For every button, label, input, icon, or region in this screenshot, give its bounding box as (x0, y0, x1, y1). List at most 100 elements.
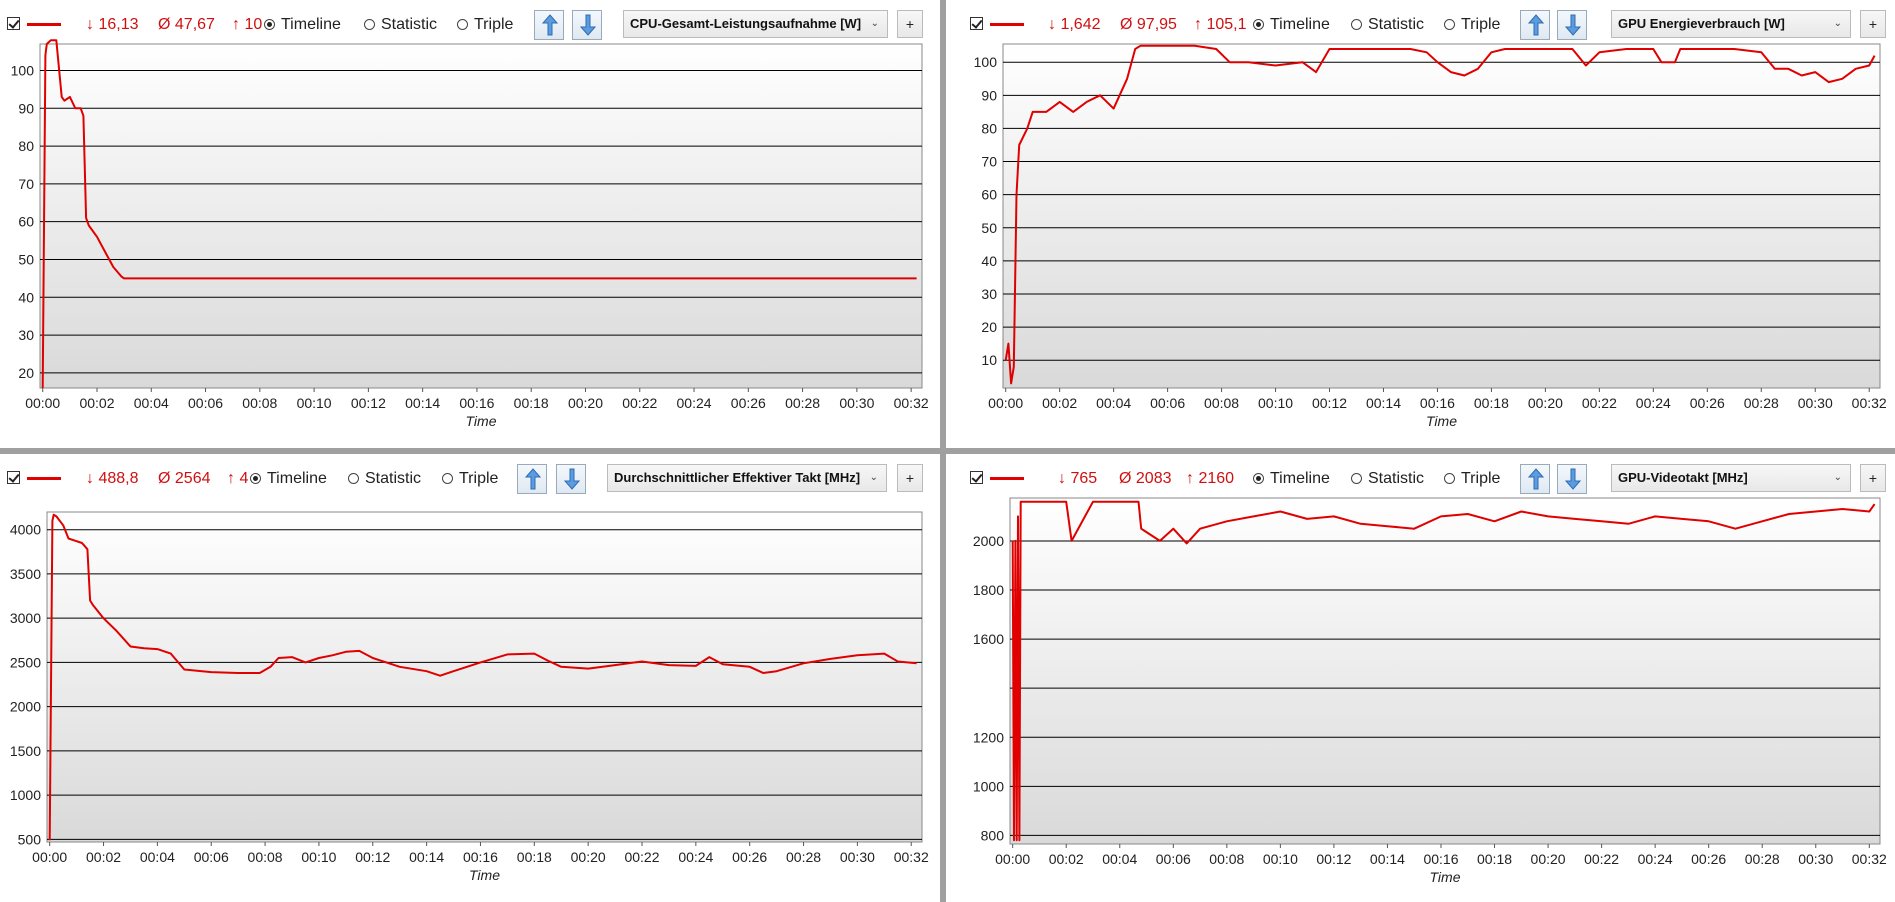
x-tick-label: 00:14 (1366, 395, 1401, 411)
mode-statistic-radio[interactable]: Statistic (348, 468, 421, 490)
sensor-dropdown[interactable]: GPU Energieverbrauch [W] ⌄ (1611, 10, 1851, 38)
checkbox-checked-icon[interactable] (7, 471, 20, 484)
chevron-down-icon: ⌄ (870, 18, 879, 29)
panel-gpu-videoclock: ↓ 765 Ø 2083 ↑ 2160 Timeline Statistic T… (946, 454, 1895, 902)
y-tick-label: 90 (18, 100, 34, 116)
x-tick-label: 00:24 (1636, 395, 1671, 411)
x-tick-label: 00:20 (568, 395, 603, 411)
mode-statistic-radio[interactable]: Statistic (1351, 468, 1424, 490)
sensor-dropdown-value: Durchschnittlicher Effektiver Takt [MHz] (614, 470, 861, 485)
x-tick-label: 00:28 (786, 849, 821, 865)
add-button[interactable]: + (1860, 464, 1886, 492)
arrow-down-icon (1564, 14, 1582, 36)
x-tick-label: 00:06 (1150, 395, 1185, 411)
sensor-dropdown-value: GPU-Videotakt [MHz] (1618, 470, 1748, 485)
x-tick-label: 00:26 (731, 395, 766, 411)
mode-triple-radio[interactable]: Triple (1444, 14, 1500, 36)
move-up-button[interactable] (517, 464, 547, 494)
x-tick-label: 00:10 (1258, 395, 1293, 411)
series-color-swatch (990, 23, 1024, 26)
y-tick-label: 30 (981, 286, 997, 302)
x-tick-label: 00:30 (1798, 851, 1833, 867)
mode-timeline-radio[interactable]: Timeline (1253, 468, 1330, 490)
radio-icon (442, 473, 453, 484)
mode-triple-radio[interactable]: Triple (442, 468, 498, 490)
move-down-button[interactable] (1557, 464, 1587, 494)
move-up-button[interactable] (1520, 10, 1550, 40)
y-tick-label: 40 (18, 289, 34, 305)
x-tick-label: 00:32 (1852, 395, 1887, 411)
stat-avg: Ø 2083 (1119, 470, 1172, 487)
x-tick-label: 00:26 (732, 849, 767, 865)
chevron-down-icon: ⌄ (1833, 18, 1842, 29)
radio-icon (348, 473, 359, 484)
sensor-dropdown[interactable]: CPU-Gesamt-Leistungsaufnahme [W] ⌄ (623, 10, 888, 38)
x-tick-label: 00:24 (677, 395, 712, 411)
x-tick-label: 00:20 (571, 849, 606, 865)
x-tick-label: 00:06 (188, 395, 223, 411)
x-axis-label: Time (1430, 869, 1461, 885)
y-tick-label: 80 (981, 120, 997, 136)
x-tick-label: 00:22 (1584, 851, 1619, 867)
x-tick-label: 00:26 (1691, 851, 1726, 867)
series-color-swatch (990, 477, 1024, 480)
x-tick-label: 00:22 (1582, 395, 1617, 411)
x-tick-label: 00:28 (1744, 395, 1779, 411)
x-tick-label: 00:02 (86, 849, 121, 865)
add-button[interactable]: + (897, 464, 923, 492)
y-tick-label: 1600 (973, 631, 1004, 647)
stat-min: ↓ 765 (1058, 470, 1098, 487)
sensor-dropdown[interactable]: GPU-Videotakt [MHz] ⌄ (1611, 464, 1851, 492)
x-tick-label: 00:14 (405, 395, 440, 411)
y-tick-label: 3000 (10, 610, 41, 626)
x-tick-label: 00:10 (297, 395, 332, 411)
x-tick-label: 00:02 (79, 395, 114, 411)
y-tick-label: 1200 (973, 729, 1004, 745)
series-color-swatch (27, 23, 61, 26)
checkbox-checked-icon[interactable] (970, 17, 983, 30)
mode-statistic-label: Statistic (365, 470, 422, 487)
sensor-dropdown[interactable]: Durchschnittlicher Effektiver Takt [MHz]… (607, 464, 887, 492)
x-tick-label: 00:18 (514, 395, 549, 411)
move-down-button[interactable] (1557, 10, 1587, 40)
plot-area (1009, 497, 1881, 845)
checkbox-checked-icon[interactable] (7, 17, 20, 30)
x-tick-label: 00:00 (995, 851, 1030, 867)
series-line (1011, 500, 1876, 842)
stat-max: ↑ 105,1 (1194, 16, 1247, 33)
move-up-button[interactable] (1520, 464, 1550, 494)
move-down-button[interactable] (556, 464, 586, 494)
mode-statistic-radio[interactable]: Statistic (1351, 14, 1424, 36)
mode-timeline-radio[interactable]: Timeline (1253, 14, 1330, 36)
x-tick-label: 00:16 (1420, 395, 1455, 411)
x-tick-label: 00:08 (1209, 851, 1244, 867)
y-tick-label: 100 (11, 62, 35, 78)
add-button[interactable]: + (1860, 10, 1886, 38)
y-tick-label: 1000 (10, 787, 41, 803)
sensor-dropdown-value: CPU-Gesamt-Leistungsaufnahme [W] (630, 16, 862, 31)
mode-statistic-radio[interactable]: Statistic (364, 14, 437, 36)
y-tick-label: 70 (981, 154, 997, 170)
horizontal-divider[interactable] (0, 448, 1895, 454)
mode-timeline-radio[interactable]: Timeline (264, 14, 341, 36)
x-tick-label: 00:12 (355, 849, 390, 865)
x-tick-label: 00:22 (622, 395, 657, 411)
series-line (1004, 44, 1876, 385)
arrow-up-icon (541, 14, 559, 36)
move-down-button[interactable] (572, 10, 602, 40)
x-tick-label: 00:06 (1156, 851, 1191, 867)
x-tick-label: 00:10 (1263, 851, 1298, 867)
mode-triple-radio[interactable]: Triple (1444, 468, 1500, 490)
x-tick-label: 00:04 (134, 395, 169, 411)
mode-statistic-label: Statistic (381, 16, 438, 33)
mode-triple-radio[interactable]: Triple (457, 14, 513, 36)
add-button[interactable]: + (897, 10, 923, 38)
stat-avg: Ø 2564 (158, 470, 211, 487)
x-tick-label: 00:20 (1528, 395, 1563, 411)
x-tick-label: 00:24 (1638, 851, 1673, 867)
radio-icon (364, 19, 375, 30)
y-tick-label: 40 (981, 253, 997, 269)
move-up-button[interactable] (534, 10, 564, 40)
checkbox-checked-icon[interactable] (970, 471, 983, 484)
mode-timeline-radio[interactable]: Timeline (250, 468, 327, 490)
